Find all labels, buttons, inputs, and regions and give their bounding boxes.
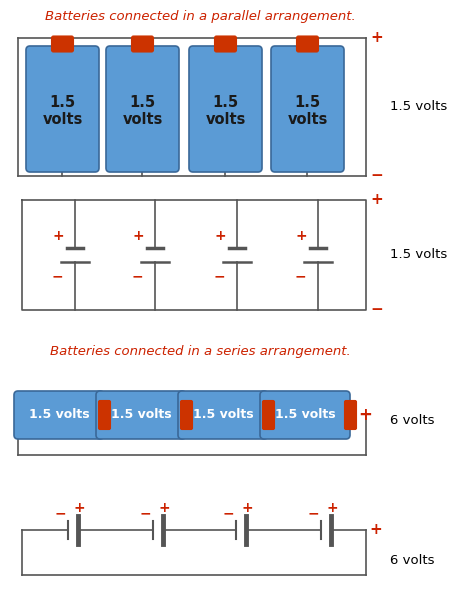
- Text: +: +: [370, 30, 383, 46]
- Text: 1.5
volts: 1.5 volts: [122, 95, 163, 127]
- FancyBboxPatch shape: [96, 391, 186, 439]
- FancyBboxPatch shape: [271, 46, 344, 172]
- Text: −: −: [131, 269, 143, 283]
- Text: +: +: [369, 523, 382, 538]
- FancyBboxPatch shape: [131, 36, 154, 52]
- FancyBboxPatch shape: [189, 46, 262, 172]
- Text: −: −: [54, 506, 66, 520]
- Text: −: −: [370, 169, 383, 183]
- Text: 6 volts: 6 volts: [390, 554, 435, 566]
- Text: −: −: [51, 269, 63, 283]
- Text: 1.5 volts: 1.5 volts: [390, 248, 447, 261]
- FancyBboxPatch shape: [26, 46, 99, 172]
- Text: −: −: [139, 506, 151, 520]
- FancyBboxPatch shape: [106, 46, 179, 172]
- Text: −: −: [213, 269, 225, 283]
- Text: 6 volts: 6 volts: [390, 414, 435, 426]
- Text: +: +: [53, 229, 64, 243]
- Text: +: +: [326, 501, 338, 515]
- FancyBboxPatch shape: [345, 401, 356, 429]
- Text: +: +: [296, 229, 308, 243]
- FancyBboxPatch shape: [215, 36, 237, 52]
- Text: +: +: [158, 501, 170, 515]
- Text: Batteries connected in a parallel arrangement.: Batteries connected in a parallel arrang…: [45, 10, 356, 23]
- FancyBboxPatch shape: [181, 401, 192, 429]
- Text: 1.5 volts: 1.5 volts: [390, 100, 447, 113]
- Text: +: +: [73, 501, 85, 515]
- Text: −: −: [307, 506, 319, 520]
- FancyBboxPatch shape: [52, 36, 73, 52]
- Text: +: +: [358, 406, 372, 424]
- Text: −: −: [222, 506, 234, 520]
- FancyBboxPatch shape: [263, 401, 274, 429]
- Text: Batteries connected in a series arrangement.: Batteries connected in a series arrangem…: [50, 345, 350, 358]
- Text: −: −: [370, 303, 383, 317]
- FancyBboxPatch shape: [14, 391, 104, 439]
- Text: −: −: [294, 269, 306, 283]
- Text: +: +: [241, 501, 253, 515]
- Text: 1.5 volts: 1.5 volts: [111, 409, 171, 421]
- FancyBboxPatch shape: [297, 36, 319, 52]
- Text: 1.5 volts: 1.5 volts: [275, 409, 335, 421]
- Text: 1.5 volts: 1.5 volts: [193, 409, 253, 421]
- Text: +: +: [133, 229, 145, 243]
- Text: +: +: [215, 229, 227, 243]
- FancyBboxPatch shape: [99, 401, 110, 429]
- FancyBboxPatch shape: [260, 391, 350, 439]
- Text: 1.5
volts: 1.5 volts: [205, 95, 246, 127]
- Text: 1.5 volts: 1.5 volts: [29, 409, 89, 421]
- FancyBboxPatch shape: [178, 391, 268, 439]
- Text: 1.5
volts: 1.5 volts: [42, 95, 82, 127]
- Text: +: +: [370, 192, 383, 208]
- Text: 1.5
volts: 1.5 volts: [287, 95, 328, 127]
